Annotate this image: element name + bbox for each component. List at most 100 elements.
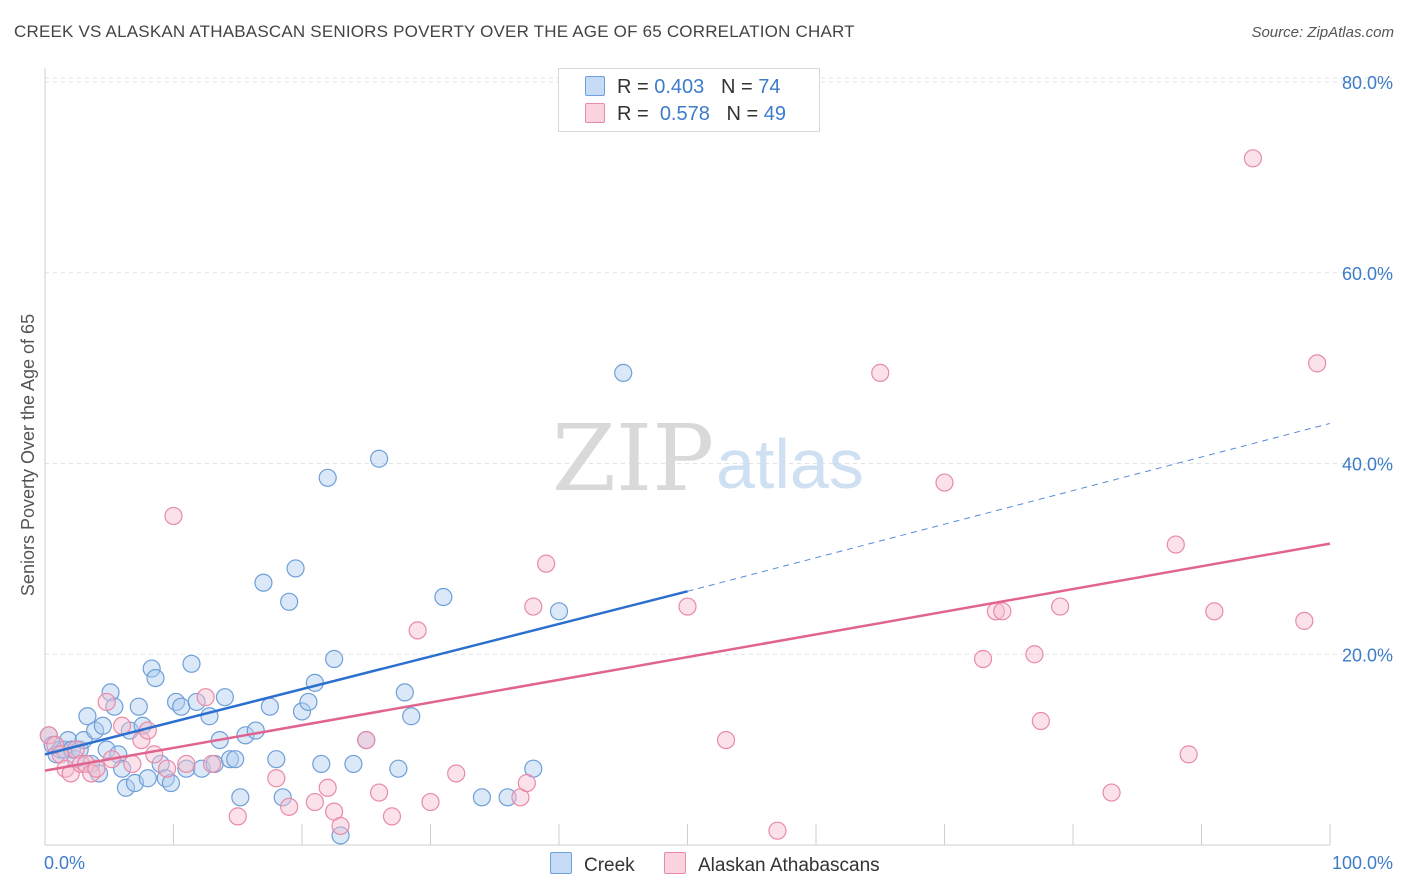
trend-lines [44, 422, 1331, 772]
data-point [280, 592, 299, 611]
data-point [537, 554, 556, 573]
alaskan-swatch [585, 103, 605, 123]
data-point [299, 692, 318, 712]
legend-n-label: N = [726, 103, 759, 125]
y-axis-label: Seniors Poverty Over the Age of 65 [18, 314, 38, 596]
data-point [142, 659, 161, 678]
data-point [226, 750, 245, 769]
data-point [172, 697, 191, 716]
legend-n-value: 49 [763, 103, 787, 125]
data-point [421, 792, 440, 812]
data-point [312, 754, 331, 774]
legend-r-label: R = [617, 76, 649, 98]
data-point [145, 745, 164, 764]
data-point [228, 807, 247, 826]
data-point [78, 707, 97, 726]
data-point [273, 788, 292, 807]
data-point [331, 816, 350, 836]
data-point [202, 754, 222, 774]
data-point [157, 759, 177, 778]
data-point [267, 750, 286, 769]
data-point [138, 769, 157, 788]
data-point [408, 621, 427, 640]
data-point [1166, 535, 1185, 554]
data-point [768, 821, 787, 840]
data-point [871, 363, 890, 382]
legend-n-label: N = [720, 76, 753, 98]
data-point [434, 587, 453, 607]
data-point [93, 716, 112, 735]
alaskan-swatch [664, 852, 686, 874]
legend-r-value: 0.403 [654, 76, 705, 98]
tick-labels: 20.0% 40.0% 60.0% 80.0% 0.0% 100.0% [44, 73, 1393, 873]
data-point [1205, 602, 1224, 621]
data-point [132, 730, 151, 750]
x-tick-label: 0.0% [44, 853, 85, 873]
data-point [146, 668, 165, 688]
data-point [196, 688, 215, 707]
data-point [1051, 597, 1070, 616]
data-point [472, 788, 491, 807]
watermark-atlas: atlas [716, 425, 864, 503]
data-point [116, 778, 136, 797]
data-point [164, 506, 183, 526]
bottom-legend-creek-label: Creek [584, 855, 635, 876]
data-point [39, 726, 58, 745]
data-point [1179, 745, 1198, 764]
data-point [447, 764, 466, 783]
data-point [370, 783, 389, 802]
data-point [498, 788, 517, 807]
data-point [292, 702, 312, 721]
data-point [357, 730, 376, 750]
bottom-legend-alaskan: Alaskan Athabascans [664, 852, 880, 877]
creek-swatch [550, 852, 572, 874]
data-point [1025, 645, 1044, 664]
data-point [678, 597, 697, 616]
axes [44, 68, 1331, 846]
data-point [254, 573, 273, 592]
data-point [161, 773, 181, 793]
data-point [993, 602, 1012, 621]
data-point [395, 683, 414, 702]
data-point [517, 773, 536, 793]
y-tick-label: 40.0% [1342, 455, 1393, 475]
bottom-legend-creek: Creek [550, 852, 635, 877]
y-tick-label: 60.0% [1342, 264, 1393, 284]
data-point [1031, 711, 1050, 731]
data-point [318, 468, 337, 487]
creek-swatch [585, 76, 605, 96]
data-point [267, 769, 286, 788]
data-point [716, 730, 736, 750]
data-point [220, 750, 240, 769]
legend-n-value: 74 [758, 76, 781, 98]
data-point [370, 449, 389, 468]
legend-row-alaskan: R = 0.578 N = 49 [585, 103, 786, 127]
data-point [46, 735, 65, 754]
data-point [87, 759, 106, 778]
data-point [286, 559, 305, 578]
legend-r-label: R = [617, 103, 649, 125]
data-point [614, 363, 633, 382]
data-point [344, 754, 363, 774]
creek-trend-extension [687, 422, 1331, 592]
legend-row-creek: R = 0.403 N = 74 [585, 76, 780, 100]
data-point [187, 692, 206, 712]
data-point [97, 692, 116, 712]
chart-title: CREEK VS ALASKAN ATHABASCAN SENIORS POVE… [14, 22, 855, 41]
x-tick-label: 100.0% [1332, 853, 1393, 873]
watermark-zip: ZIP [552, 405, 714, 512]
data-point [123, 754, 142, 774]
watermark: ZIP atlas [552, 405, 864, 512]
data-point [1295, 611, 1314, 630]
data-point [177, 759, 196, 778]
data-point [382, 807, 402, 826]
data-point [389, 759, 408, 778]
alaskan-points [39, 149, 1327, 840]
data-point [402, 707, 421, 726]
data-point [935, 473, 954, 492]
data-point [215, 688, 234, 707]
data-point [260, 697, 279, 716]
y-tick-label: 80.0% [1342, 73, 1393, 93]
data-point [89, 764, 109, 783]
